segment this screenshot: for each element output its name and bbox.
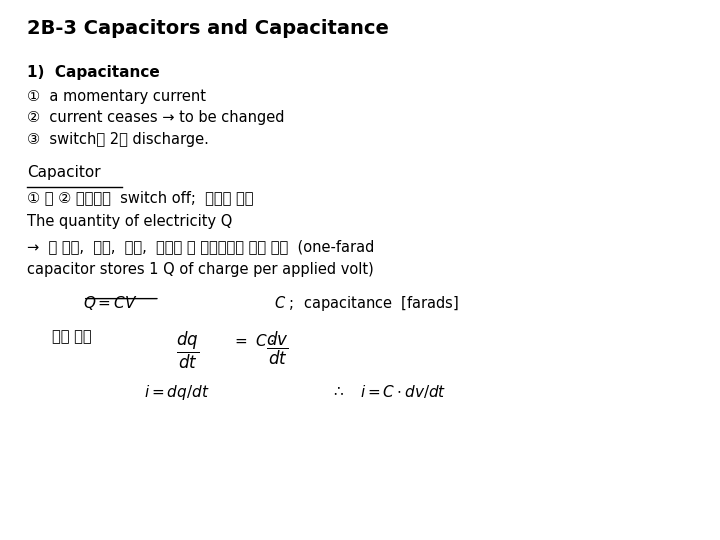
Text: $i = dq/dt$: $i = dq/dt$ [144,383,210,402]
Text: 윗식 미분: 윗식 미분 [52,329,91,345]
Text: $C$ ;  capacitance  [farads]: $C$ ; capacitance [farads] [274,294,459,313]
Text: ① 과 ② 사이에서  switch off;  전하가 저장: ① 과 ② 사이에서 switch off; 전하가 저장 [27,190,254,205]
Text: The quantity of electricity Q: The quantity of electricity Q [27,214,233,229]
Text: $\therefore$: $\therefore$ [331,383,345,399]
Text: ①  a momentary current: ① a momentary current [27,89,207,104]
Text: $i = C \cdot dv/dt$: $i = C \cdot dv/dt$ [360,383,446,400]
Text: $Q = CV$: $Q = CV$ [83,294,138,312]
Text: ②  current ceases → to be changed: ② current ceases → to be changed [27,110,285,125]
Text: $\dfrac{dv}{dt}$: $\dfrac{dv}{dt}$ [266,329,289,367]
Text: 2B-3 Capacitors and Capacitance: 2B-3 Capacitors and Capacitance [27,19,390,38]
Text: capacitor stores 1 Q of charge per applied volt): capacitor stores 1 Q of charge per appli… [27,262,374,278]
Text: 1)  Capacitance: 1) Capacitance [27,65,160,80]
Text: $\dfrac{dq}{dt}$: $\dfrac{dq}{dt}$ [176,329,199,370]
Text: →  판 넓이,  모양,  공간,  절연체 의 유전상수에 의해 결정  (one-farad: → 판 넓이, 모양, 공간, 절연체 의 유전상수에 의해 결정 (one-f… [27,239,374,254]
Text: $= \ C \cdot$: $= \ C \cdot$ [232,333,274,349]
Text: Capacitor: Capacitor [27,165,101,180]
Text: ③  switch을 2로 discharge.: ③ switch을 2로 discharge. [27,132,210,147]
